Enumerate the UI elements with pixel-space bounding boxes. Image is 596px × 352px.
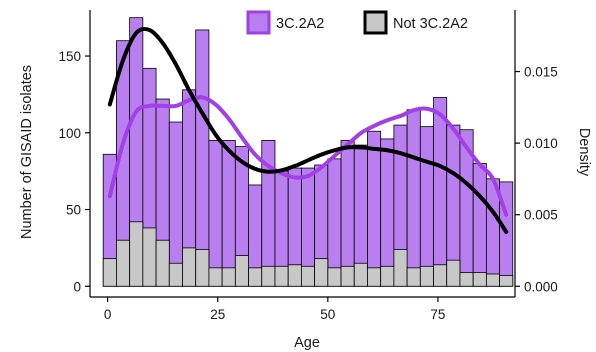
bar-not-3c2a2 — [301, 266, 314, 286]
bar-not-3c2a2 — [288, 265, 301, 286]
bar-3c2a2 — [328, 159, 341, 286]
bar-not-3c2a2 — [143, 228, 156, 286]
bar-not-3c2a2 — [394, 249, 407, 286]
legend-swatch-3c2a2 — [248, 12, 269, 33]
y-right-tick-label: 0.010 — [524, 136, 558, 151]
x-tick-label: 75 — [430, 307, 445, 322]
x-axis-title: Age — [294, 335, 320, 351]
bar-not-3c2a2 — [473, 272, 486, 286]
bar-not-3c2a2 — [275, 266, 288, 286]
bar-not-3c2a2 — [447, 260, 460, 286]
bar-not-3c2a2 — [169, 263, 182, 286]
bar-not-3c2a2 — [222, 268, 235, 286]
bar-not-3c2a2 — [328, 268, 341, 286]
legend-swatch-not-3c2a2 — [365, 12, 386, 33]
bar-not-3c2a2 — [116, 240, 129, 286]
x-tick-label: 0 — [104, 307, 112, 322]
y-axis-right-title: Density — [576, 128, 592, 177]
bar-not-3c2a2 — [341, 266, 354, 286]
bar-3c2a2 — [367, 131, 380, 286]
bar-not-3c2a2 — [381, 266, 394, 286]
y-axis-left-title: Number of GISAID isolates — [19, 65, 35, 239]
y-right-tick-label: 0.000 — [524, 279, 558, 294]
bar-3c2a2 — [473, 163, 486, 286]
bar-3c2a2 — [420, 127, 433, 287]
bar-3c2a2 — [381, 139, 394, 286]
y-right-tick-label: 0.015 — [524, 65, 558, 80]
bar-not-3c2a2 — [262, 266, 275, 286]
bar-not-3c2a2 — [434, 265, 447, 286]
histogram-bars — [103, 18, 513, 287]
bar-not-3c2a2 — [182, 248, 195, 286]
bar-not-3c2a2 — [196, 249, 209, 286]
y-left-tick-label: 50 — [66, 203, 81, 218]
bar-3c2a2 — [407, 110, 420, 286]
bar-not-3c2a2 — [486, 274, 499, 286]
bar-not-3c2a2 — [156, 240, 169, 286]
legend-label-3c2a2: 3C.2A2 — [276, 16, 324, 32]
bar-3c2a2 — [196, 30, 209, 286]
bar-not-3c2a2 — [420, 266, 433, 286]
bar-not-3c2a2 — [235, 256, 248, 287]
y-left-tick-label: 100 — [58, 126, 81, 141]
bar-not-3c2a2 — [460, 272, 473, 286]
bar-not-3c2a2 — [407, 268, 420, 286]
bar-not-3c2a2 — [354, 263, 367, 286]
bar-3c2a2 — [434, 97, 447, 286]
y-left-tick-label: 0 — [73, 279, 81, 294]
bar-not-3c2a2 — [249, 268, 262, 286]
y-left-tick-label: 150 — [58, 49, 81, 64]
bar-not-3c2a2 — [209, 268, 222, 286]
bar-not-3c2a2 — [367, 268, 380, 286]
bar-3c2a2 — [209, 140, 222, 286]
x-tick-label: 25 — [210, 307, 225, 322]
bar-not-3c2a2 — [103, 259, 116, 287]
bar-not-3c2a2 — [315, 259, 328, 287]
bar-3c2a2 — [341, 140, 354, 286]
bar-3c2a2 — [222, 140, 235, 286]
bar-not-3c2a2 — [130, 222, 143, 286]
x-tick-label: 50 — [320, 307, 335, 322]
legend: 3C.2A2 Not 3C.2A2 — [248, 12, 468, 33]
bar-not-3c2a2 — [500, 276, 513, 287]
y-right-tick-label: 0.005 — [524, 208, 558, 223]
bar-3c2a2 — [169, 122, 182, 286]
legend-label-not-3c2a2: Not 3C.2A2 — [393, 16, 468, 32]
